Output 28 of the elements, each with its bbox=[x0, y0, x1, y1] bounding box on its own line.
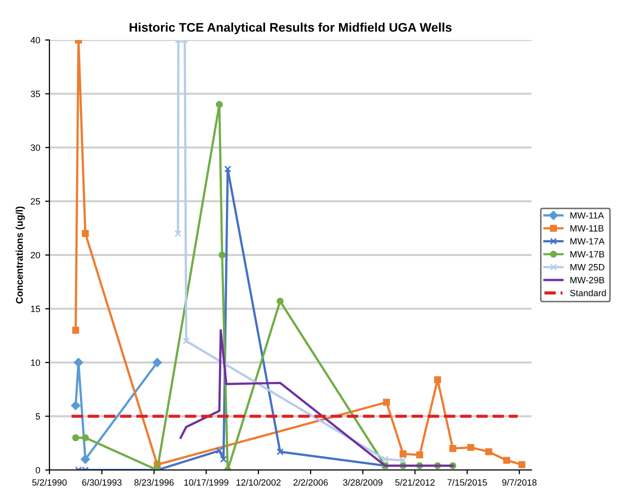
legend-label: MW-17A bbox=[570, 238, 605, 244]
legend-label: MW-11B bbox=[570, 225, 604, 232]
y-tick-label: 10 bbox=[31, 359, 40, 366]
x-tick-label: 10/17/1999 bbox=[184, 479, 228, 486]
legend-label: MW-29B bbox=[570, 276, 604, 284]
y-tick-label: 5 bbox=[36, 413, 40, 420]
x-tick-label: 7/15/2015 bbox=[448, 479, 487, 486]
y-tick-label: 0 bbox=[36, 466, 40, 474]
x-tick-label: 6/30/1993 bbox=[82, 479, 122, 486]
y-tick-label: 30 bbox=[30, 144, 40, 151]
x-tick-label: 9/7/2018 bbox=[502, 479, 537, 486]
x-tick-label: 5/2/1990 bbox=[32, 479, 67, 486]
x-tick-label: 3/28/2009 bbox=[343, 479, 382, 486]
legend-label: MW 25D bbox=[570, 264, 604, 270]
y-tick-label: 25 bbox=[30, 198, 40, 205]
y-tick-label: 15 bbox=[31, 306, 40, 312]
legend-label: MW-11A bbox=[570, 212, 604, 219]
x-tick-label: 8/23/1996 bbox=[134, 479, 174, 486]
y-axis-title: Concentrations (ug/l) bbox=[16, 206, 25, 304]
y-tick-label: 20 bbox=[30, 252, 40, 258]
chart-title: Historic TCE Analytical Results for Midfield UGA Wells bbox=[130, 22, 452, 34]
x-tick-label: 2/2/2006 bbox=[293, 479, 328, 486]
legend-label: MW-17B bbox=[570, 251, 604, 258]
y-tick-label: 35 bbox=[30, 90, 40, 98]
x-tick-label: 5/21/2012 bbox=[395, 479, 435, 486]
y-tick-label: 40 bbox=[30, 36, 40, 44]
legend-label: Standard bbox=[570, 290, 606, 296]
x-tick-label: 12/10/2002 bbox=[236, 479, 281, 486]
